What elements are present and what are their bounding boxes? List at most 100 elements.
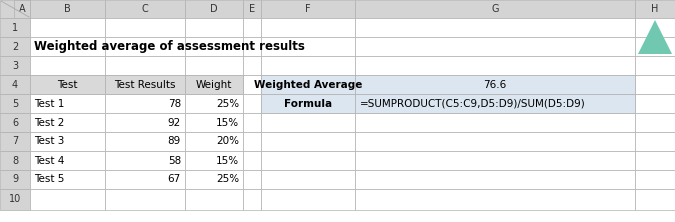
Text: Test 2: Test 2 (34, 117, 64, 127)
Bar (105, 0, 185, 18)
Text: G: G (491, 4, 499, 14)
Bar (635, 170, 675, 189)
Bar (185, 113, 243, 132)
Bar (185, 37, 243, 56)
Bar (185, 0, 243, 18)
Text: 20%: 20% (216, 137, 239, 147)
Bar (355, 132, 635, 151)
Text: 58: 58 (168, 155, 181, 165)
Bar (105, 132, 185, 151)
Bar (30, 170, 105, 189)
Text: 15%: 15% (216, 155, 239, 165)
Bar (243, 75, 261, 94)
Bar (355, 75, 635, 94)
Bar (355, 170, 635, 189)
Text: 5: 5 (12, 99, 18, 109)
Text: 25%: 25% (216, 174, 239, 184)
Bar (635, 132, 675, 151)
Bar (635, 151, 675, 170)
Text: 67: 67 (168, 174, 181, 184)
Bar (261, 0, 355, 18)
Bar (185, 151, 243, 170)
Bar (635, 18, 675, 37)
Bar (0, 113, 30, 132)
Bar (30, 151, 105, 170)
Text: 4: 4 (12, 79, 18, 89)
Bar (0, 75, 30, 94)
Bar (0, 37, 30, 56)
Bar (105, 37, 185, 56)
Bar (105, 56, 185, 75)
Bar (30, 132, 105, 151)
Bar (261, 170, 355, 189)
Bar (261, 94, 355, 113)
Text: 89: 89 (168, 137, 181, 147)
Bar (105, 18, 185, 37)
Bar (0, 132, 30, 151)
Text: Test 5: Test 5 (34, 174, 64, 184)
Bar (635, 0, 675, 18)
Bar (105, 170, 185, 189)
Bar (243, 113, 261, 132)
Bar (30, 56, 105, 75)
Bar (30, 75, 105, 94)
Bar (355, 0, 635, 18)
Text: Test Results: Test Results (114, 79, 176, 89)
Text: Test 1: Test 1 (34, 99, 64, 109)
Bar (185, 189, 243, 210)
Bar (243, 37, 261, 56)
Text: 2: 2 (12, 42, 18, 52)
Text: Test 4: Test 4 (34, 155, 64, 165)
Bar (355, 75, 635, 94)
Bar (261, 151, 355, 170)
Bar (261, 75, 355, 94)
Text: 7: 7 (12, 137, 18, 147)
Text: Formula: Formula (284, 99, 332, 109)
Bar (355, 56, 635, 75)
Bar (105, 189, 185, 210)
Bar (0, 189, 30, 210)
Text: 15%: 15% (216, 117, 239, 127)
Bar (30, 189, 105, 210)
Text: H: H (651, 4, 659, 14)
Text: 9: 9 (12, 174, 18, 184)
Bar (355, 37, 635, 56)
Bar (185, 170, 243, 189)
Bar (355, 189, 635, 210)
Text: E: E (249, 4, 255, 14)
Text: D: D (210, 4, 218, 14)
Bar (355, 94, 635, 113)
Bar (105, 151, 185, 170)
Bar (243, 189, 261, 210)
Bar (635, 56, 675, 75)
Bar (355, 151, 635, 170)
Text: F: F (305, 4, 310, 14)
Bar (243, 56, 261, 75)
Bar (0, 18, 30, 37)
Text: 76.6: 76.6 (483, 79, 507, 89)
Bar (30, 37, 105, 56)
Bar (261, 189, 355, 210)
Bar (185, 75, 243, 94)
Bar (30, 75, 105, 94)
Text: Weighted Average: Weighted Average (254, 79, 362, 89)
Bar (261, 18, 355, 37)
Bar (243, 132, 261, 151)
Bar (105, 75, 185, 94)
Text: Test 3: Test 3 (34, 137, 64, 147)
Text: 6: 6 (12, 117, 18, 127)
Bar (243, 0, 261, 18)
Bar (0, 170, 30, 189)
Text: 78: 78 (168, 99, 181, 109)
Bar (0, 94, 30, 113)
Bar (105, 113, 185, 132)
Text: 25%: 25% (216, 99, 239, 109)
Bar (14, 0, 30, 18)
Bar (0, 0, 30, 18)
Bar (355, 18, 635, 37)
Bar (635, 189, 675, 210)
Bar (243, 18, 261, 37)
Text: 10: 10 (9, 194, 21, 204)
Bar (355, 113, 635, 132)
Text: A: A (19, 4, 26, 14)
